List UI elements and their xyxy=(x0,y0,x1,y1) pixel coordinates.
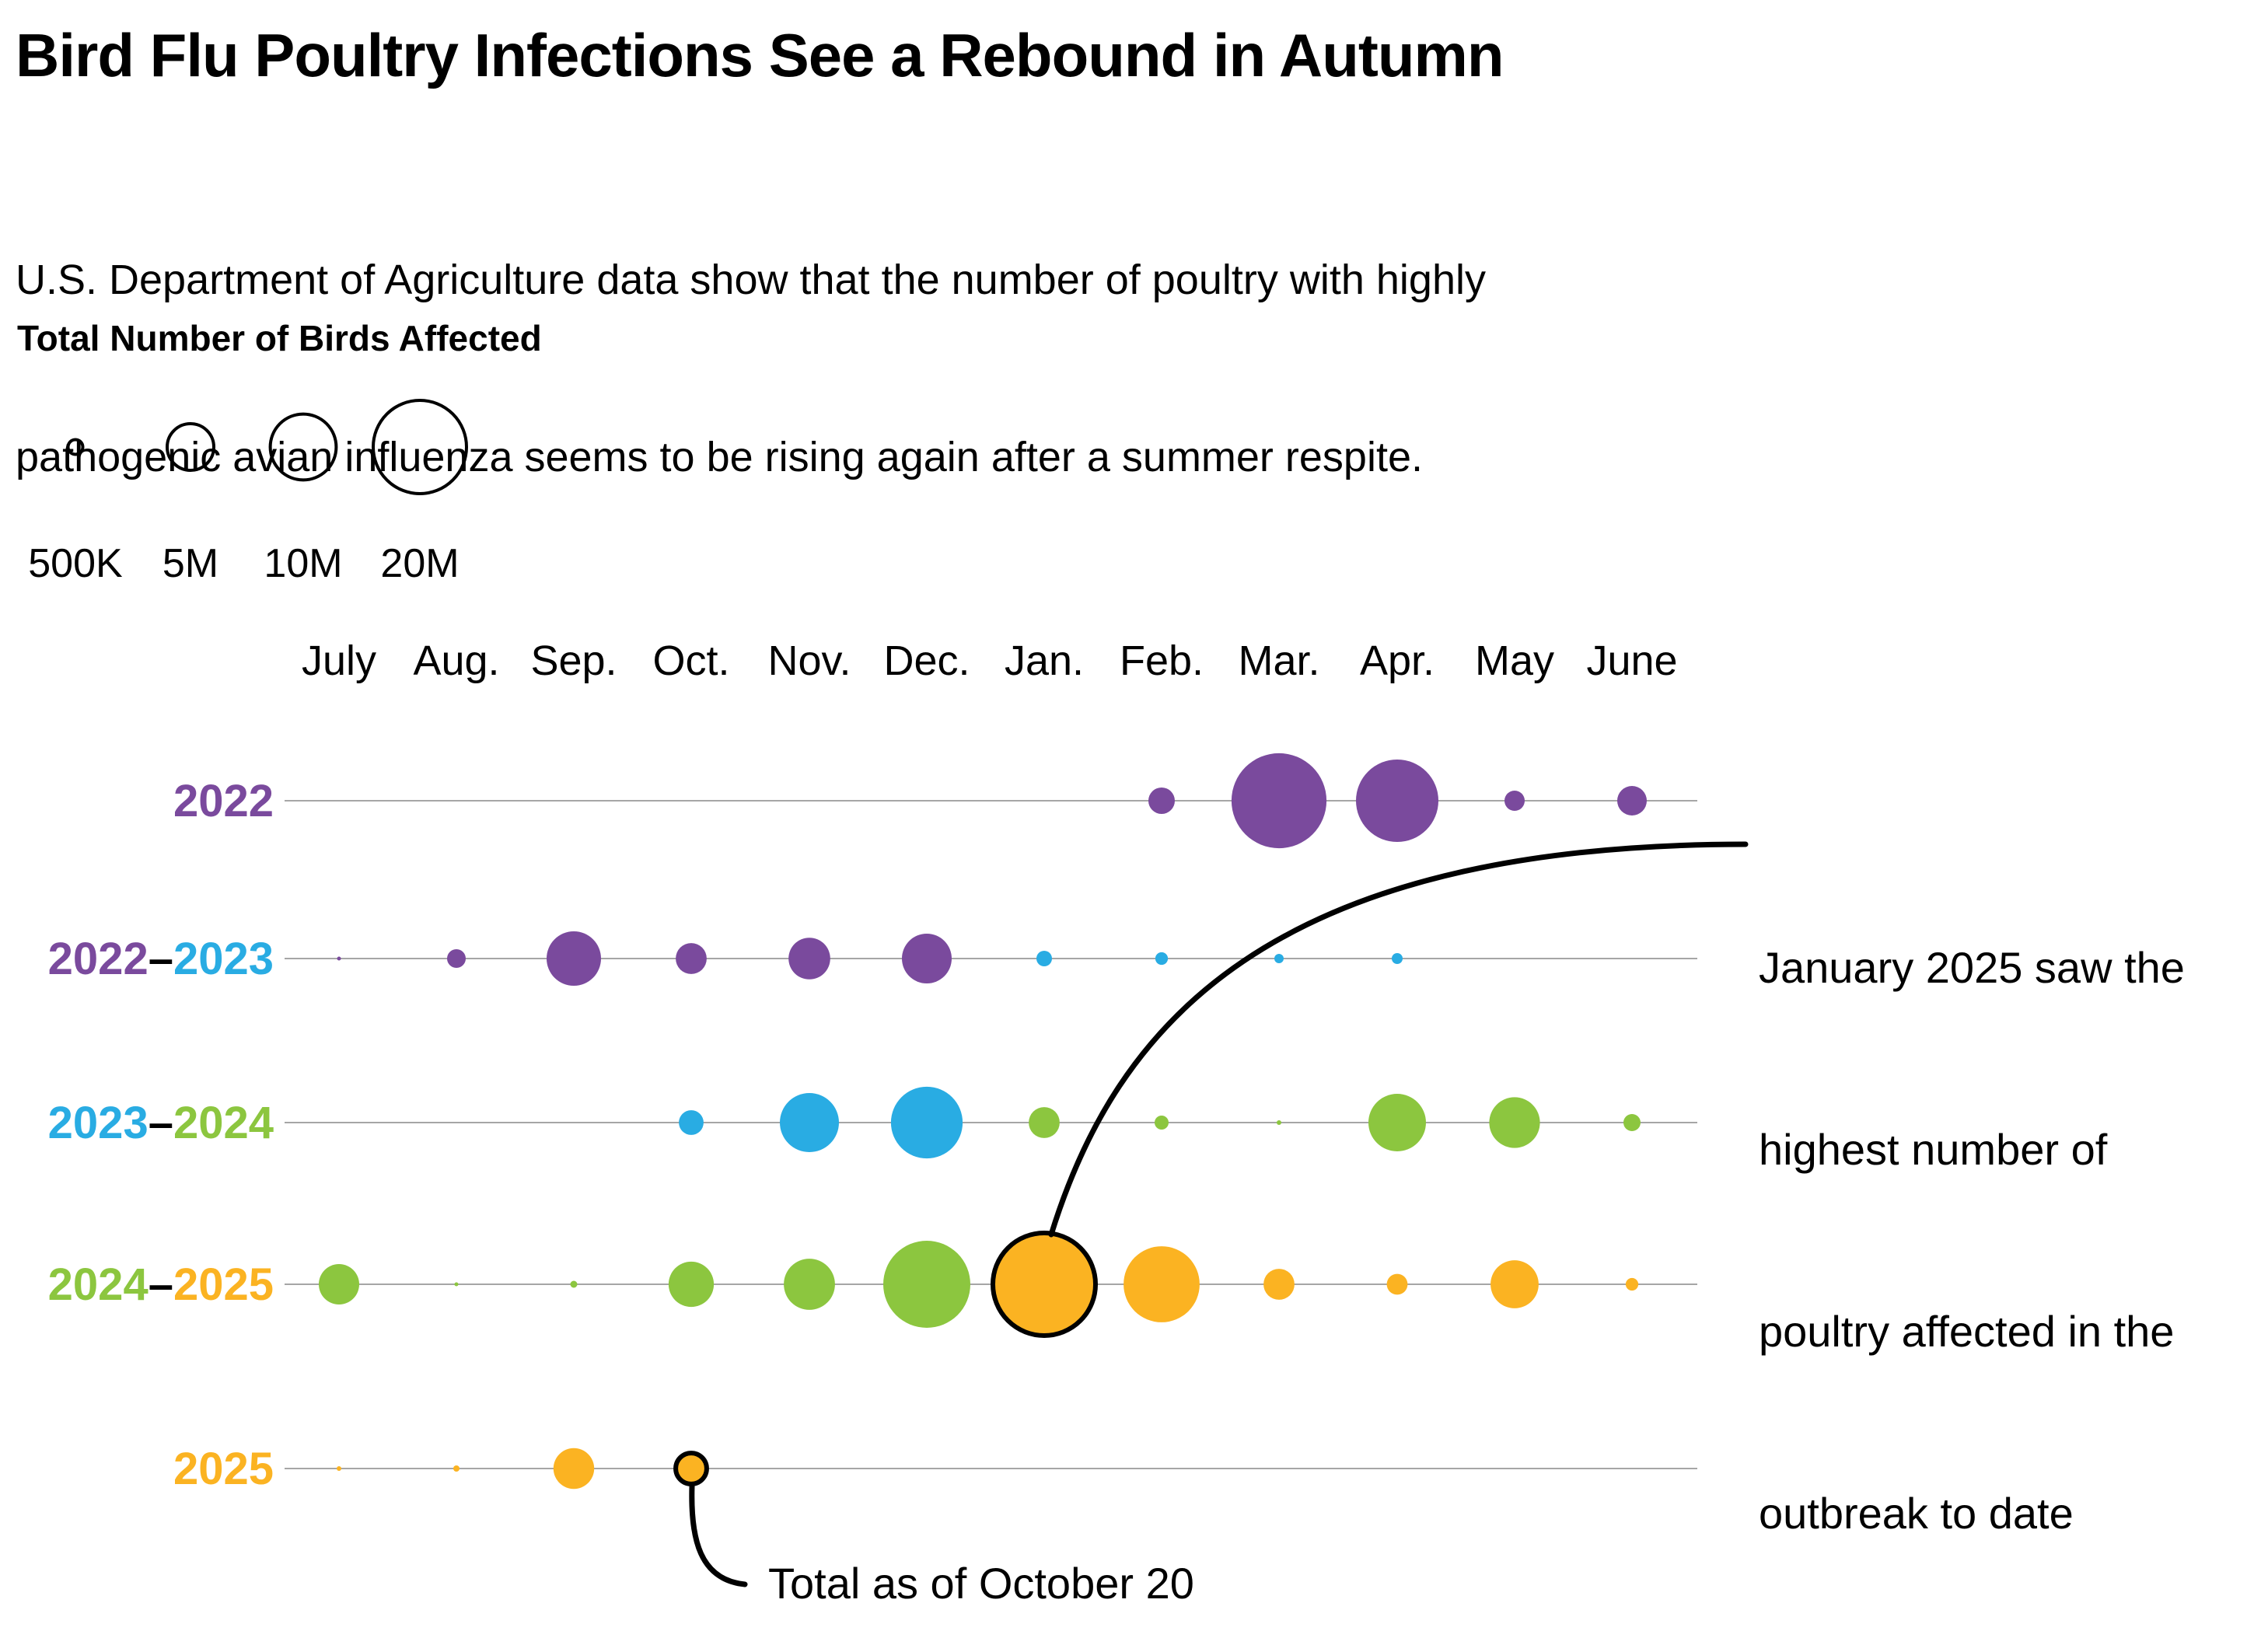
month-label-Oct: Oct. xyxy=(652,637,729,684)
bubble-2022-May xyxy=(1504,791,1525,811)
bubble-2022–2023-Apr xyxy=(1392,953,1403,964)
bubble-2022–2023-July xyxy=(337,956,341,961)
annotation-january-line-4: outbreak to date xyxy=(1759,1489,2074,1538)
callout-line-january xyxy=(1048,841,1749,1238)
row-label-2024–2025: 2024–2025 xyxy=(48,1259,274,1310)
row-label-part: 2022 xyxy=(173,776,274,826)
bubble-2025-Aug xyxy=(453,1465,460,1472)
bubble-2022-Apr xyxy=(1356,760,1438,842)
bubble-2024–2025-Apr xyxy=(1386,1273,1408,1295)
month-label-Nov: Nov. xyxy=(767,637,851,684)
month-label-Feb: Feb. xyxy=(1120,637,1204,684)
bubble-2024–2025-July xyxy=(319,1264,359,1304)
row-label-part: 2025 xyxy=(173,1259,274,1310)
bubble-2024–2025-June xyxy=(1625,1277,1639,1291)
month-label-Mar: Mar. xyxy=(1238,637,1319,684)
bubble-2022–2023-Nov xyxy=(788,938,830,980)
bubble-2023–2024-Nov xyxy=(780,1093,839,1152)
row-label-part: – xyxy=(149,1259,173,1310)
annotation-october-total: Total as of October 20 xyxy=(768,1559,1194,1608)
legend-label-10M: 10M xyxy=(264,541,342,586)
bubble-2022–2023-Sep xyxy=(547,931,601,986)
row-label-2023–2024: 2023–2024 xyxy=(48,1098,274,1148)
bubble-2025-July xyxy=(337,1466,341,1471)
bubble-2023–2024-May xyxy=(1489,1097,1540,1148)
row-label-part: 2024 xyxy=(173,1098,274,1148)
annotation-january-line-3: poultry affected in the xyxy=(1759,1307,2175,1356)
bubble-2023–2024-Jan xyxy=(1029,1107,1060,1138)
bubble-2022–2023-Feb xyxy=(1155,952,1169,966)
row-label-part: 2023 xyxy=(173,934,274,984)
bubble-2022–2023-Jan xyxy=(1036,951,1052,966)
legend-circle-5M xyxy=(166,422,215,472)
bubble-2022-Mar xyxy=(1231,753,1327,849)
month-label-July: July xyxy=(302,637,376,684)
row-label-part: 2024 xyxy=(48,1259,149,1310)
row-label-part: – xyxy=(149,1098,173,1148)
month-label-June: June xyxy=(1586,637,1677,684)
row-label-2022: 2022 xyxy=(173,776,274,826)
bubble-2022-Feb xyxy=(1148,788,1175,814)
callout-line-october xyxy=(689,1483,748,1587)
bubble-2024–2025-Dec xyxy=(883,1241,970,1328)
bubble-2024–2025-Mar xyxy=(1263,1269,1295,1300)
bubble-2024–2025-May xyxy=(1490,1260,1539,1308)
bubble-2025-Oct xyxy=(673,1451,709,1486)
chart-title: Bird Flu Poultry Infections See a Reboun… xyxy=(16,21,1504,89)
month-label-Jan: Jan. xyxy=(1005,637,1084,684)
chart-subtitle: U.S. Department of Agriculture data show… xyxy=(16,132,1486,605)
bubble-2023–2024-Feb xyxy=(1155,1116,1169,1130)
month-label-Aug: Aug. xyxy=(413,637,499,684)
month-label-Sep: Sep. xyxy=(530,637,617,684)
bubble-2023–2024-June xyxy=(1623,1114,1641,1131)
bubble-2024–2025-Feb xyxy=(1124,1246,1200,1322)
row-label-part: 2022 xyxy=(48,934,149,984)
row-label-part: – xyxy=(149,934,173,984)
month-label-May: May xyxy=(1475,637,1554,684)
bubble-2023–2024-Dec xyxy=(890,1086,963,1159)
legend-label-500K: 500K xyxy=(28,541,123,586)
row-label-part: 2023 xyxy=(48,1098,149,1148)
bubble-2022–2023-Aug xyxy=(447,949,466,968)
row-label-2025: 2025 xyxy=(173,1444,274,1494)
legend-circle-10M xyxy=(268,412,338,482)
bubble-2024–2025-Oct xyxy=(668,1261,715,1308)
annotation-january-line-1: January 2025 saw the xyxy=(1759,943,2185,992)
bubble-2022-June xyxy=(1617,786,1647,816)
legend-label-5M: 5M xyxy=(162,541,218,586)
row-label-2022–2023: 2022–2023 xyxy=(48,934,274,984)
bubble-2022–2023-Dec xyxy=(902,934,952,983)
bubble-2023–2024-Mar xyxy=(1277,1120,1281,1125)
annotation-january-line-2: highest number of xyxy=(1759,1125,2108,1174)
bubble-2024–2025-Aug xyxy=(454,1282,459,1287)
row-label-part: 2025 xyxy=(173,1444,274,1494)
legend-circle-500K xyxy=(66,438,85,456)
bubble-2022–2023-Oct xyxy=(676,943,707,974)
bubble-2024–2025-Jan xyxy=(991,1231,1098,1338)
bubble-2024–2025-Nov xyxy=(784,1259,835,1310)
month-label-Dec: Dec. xyxy=(883,637,970,684)
legend-label-20M: 20M xyxy=(380,541,459,586)
bubble-2023–2024-Apr xyxy=(1368,1094,1426,1151)
bubble-2022–2023-Mar xyxy=(1274,954,1284,963)
legend-circle-20M xyxy=(372,399,468,495)
bubble-2025-Sep xyxy=(553,1448,595,1490)
annotation-january-2025: January 2025 saw the highest number of p… xyxy=(1759,816,2185,1631)
chart-subtitle-line-1: U.S. Department of Agriculture data show… xyxy=(16,257,1486,303)
chart-subtitle-line-2: pathogenic avian influenza seems to be r… xyxy=(16,434,1424,480)
bubble-2023–2024-Oct xyxy=(679,1110,704,1135)
legend-title: Total Number of Birds Affected xyxy=(17,318,542,358)
bubble-2024–2025-Sep xyxy=(570,1280,578,1288)
month-label-Apr: Apr. xyxy=(1360,637,1435,684)
